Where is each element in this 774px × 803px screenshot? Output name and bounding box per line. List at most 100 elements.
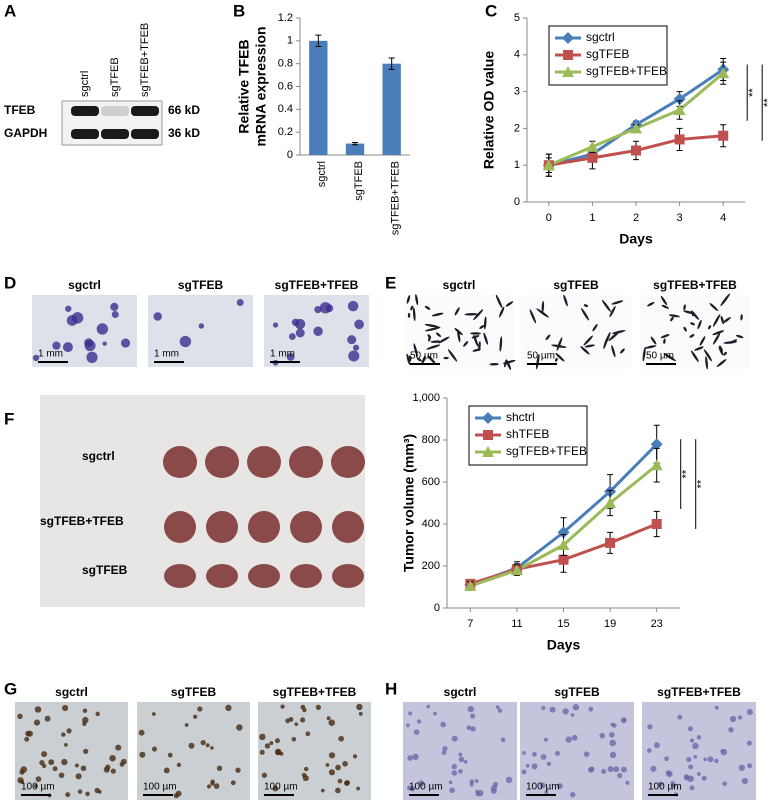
tumor (206, 511, 238, 543)
cell (746, 709, 753, 716)
cell (570, 713, 575, 717)
legend-label: shctrl (506, 410, 535, 424)
cell (563, 294, 568, 307)
cell (210, 746, 214, 750)
cell (408, 711, 413, 716)
image-label: sgTFEB (171, 685, 217, 699)
cell (410, 305, 414, 311)
cell (280, 704, 285, 709)
cell (314, 305, 322, 314)
cell (601, 768, 607, 774)
marker (673, 92, 686, 105)
panel-label: A (4, 1, 16, 20)
x-tick-label: sgTFEB+TFEB (390, 161, 402, 235)
cell (261, 772, 268, 778)
cell (451, 763, 457, 770)
cell (328, 752, 336, 759)
cell (96, 323, 109, 335)
blot-row-label: GAPDH (4, 126, 47, 140)
scale-bar-label: 1 mm (38, 349, 63, 360)
image-label: sgctrl (443, 278, 476, 292)
cell (505, 776, 513, 784)
cell (469, 782, 474, 787)
x-tick-label: 2 (633, 212, 639, 224)
marker (587, 152, 598, 163)
cell (479, 324, 485, 329)
cell (435, 332, 442, 338)
cell (41, 751, 48, 758)
cell (693, 755, 698, 759)
cell (424, 305, 431, 310)
cell (562, 708, 569, 715)
bar (382, 63, 401, 155)
cell (320, 788, 325, 793)
cell (426, 704, 431, 709)
cell (709, 302, 719, 311)
y-tick-label: 400 (422, 518, 440, 530)
cell (356, 703, 363, 711)
marker (605, 537, 616, 548)
cell (609, 732, 615, 738)
cell (24, 736, 30, 742)
cell (467, 705, 474, 713)
cell (660, 295, 668, 306)
cell (738, 764, 746, 771)
cell (151, 712, 156, 716)
image-label: sgTFEB+TFEB (273, 685, 357, 699)
cell (236, 724, 243, 731)
legend-label: sgTFEB (586, 47, 629, 61)
cell (413, 729, 420, 735)
cell (442, 746, 448, 752)
cell (342, 760, 348, 767)
scale-bar-label: 100 µm (264, 782, 298, 793)
legend-marker (562, 66, 574, 77)
cell (694, 346, 704, 351)
cell (348, 350, 360, 362)
cell (483, 316, 487, 330)
marker (718, 130, 729, 141)
cell (438, 336, 450, 344)
cell (531, 751, 537, 757)
cell (409, 785, 416, 792)
y-tick-label: 0.8 (278, 58, 293, 70)
cell (343, 780, 350, 786)
cell (75, 773, 82, 780)
blot-band (101, 129, 129, 139)
marker (586, 140, 599, 152)
cell (52, 766, 58, 772)
cell (66, 728, 72, 734)
x-tick-label: 1 (589, 212, 595, 224)
cell (555, 357, 558, 362)
tumor (163, 446, 197, 478)
cell (712, 330, 725, 336)
tumor (331, 446, 365, 478)
cell (151, 746, 158, 752)
cell (521, 769, 527, 775)
cell (463, 340, 469, 347)
cell (690, 322, 695, 326)
lane-label: sgctrl (79, 71, 91, 97)
y-tick-label: 0.4 (278, 103, 293, 115)
cell (529, 309, 537, 324)
blot-band (71, 129, 99, 139)
y-tick-label: 1 (514, 159, 520, 171)
cell (84, 340, 96, 352)
cell (718, 346, 724, 356)
y-axis-title: Relative OD value (481, 51, 497, 169)
cell (703, 349, 713, 362)
cell (621, 766, 627, 773)
cell (440, 721, 446, 728)
x-tick-label: sgTFEB (353, 161, 365, 201)
cell (554, 750, 560, 756)
cell (696, 735, 702, 740)
cell (295, 328, 305, 338)
significance-label: ** (681, 469, 693, 478)
cell (474, 779, 479, 783)
cell (581, 307, 590, 321)
legend-marker (483, 430, 493, 440)
cell (599, 732, 606, 739)
marker (650, 459, 663, 471)
cell (447, 349, 458, 362)
cell (650, 336, 657, 345)
cell (325, 763, 330, 767)
